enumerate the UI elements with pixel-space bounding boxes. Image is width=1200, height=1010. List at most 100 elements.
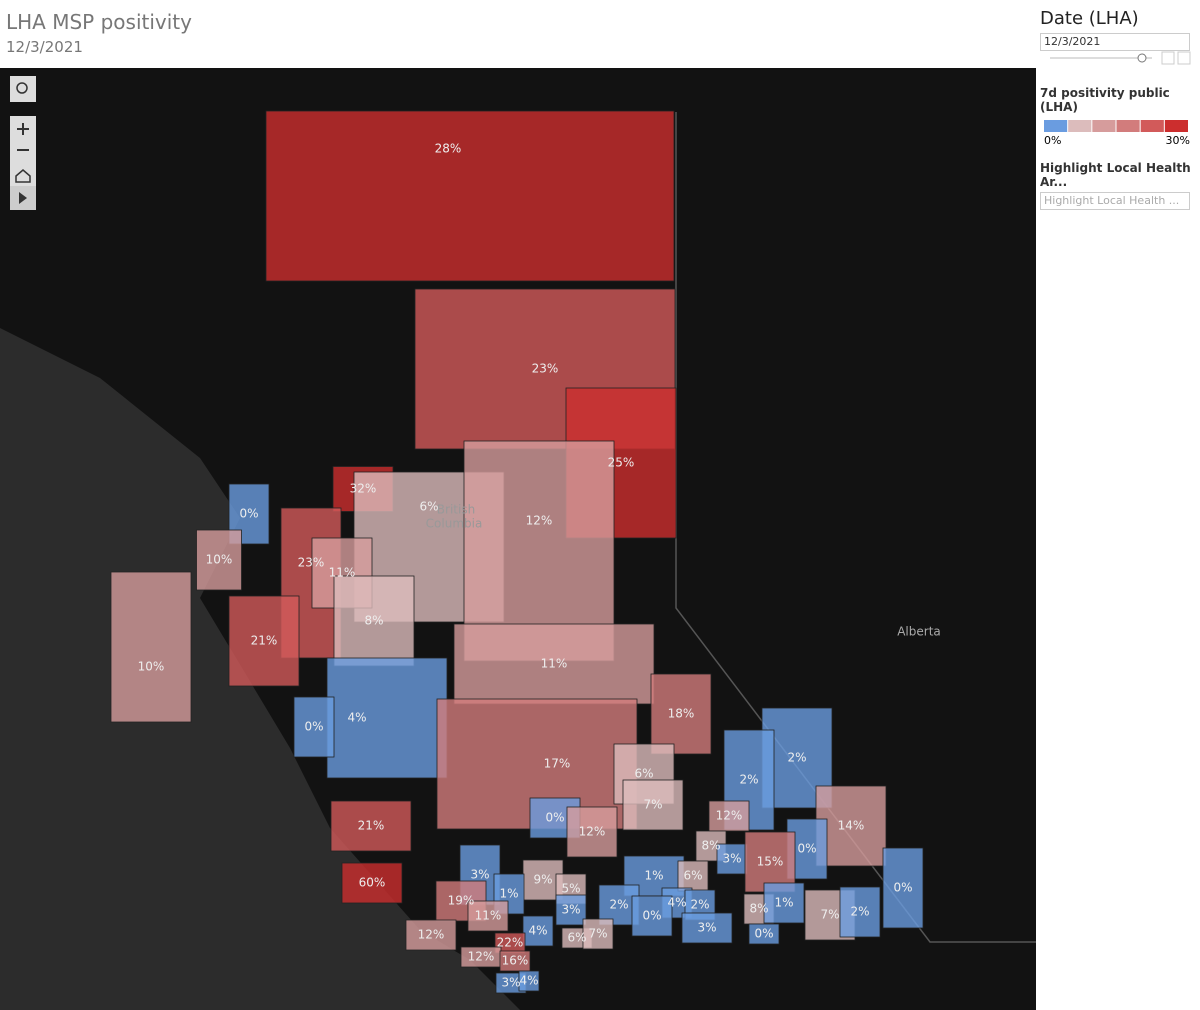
region-label: 10%: [206, 553, 233, 567]
region[interactable]: [518, 970, 540, 992]
region-label: 0%: [545, 811, 564, 825]
region[interactable]: [499, 950, 531, 972]
search-button[interactable]: [10, 76, 36, 102]
region[interactable]: [196, 529, 242, 591]
region-label: 11%: [475, 909, 502, 923]
region-label: 11%: [329, 566, 356, 580]
region-label: 3%: [501, 976, 520, 990]
region-label: 6%: [419, 500, 438, 514]
region-label: 1%: [644, 869, 663, 883]
region[interactable]: [333, 575, 415, 667]
region[interactable]: [453, 623, 655, 705]
next-button[interactable]: [1177, 51, 1191, 65]
region-label: 25%: [608, 456, 635, 470]
region-label: 0%: [797, 842, 816, 856]
region[interactable]: [631, 895, 673, 937]
region[interactable]: [582, 918, 614, 950]
region[interactable]: [405, 919, 457, 951]
region-label: 21%: [358, 819, 385, 833]
region-label: 6%: [567, 931, 586, 945]
region-label: 4%: [528, 924, 547, 938]
place-label: Alberta: [897, 625, 941, 639]
region-label: 9%: [533, 873, 552, 887]
region-label: 3%: [697, 921, 716, 935]
legend-min: 0%: [1044, 134, 1061, 147]
region-label: 17%: [544, 757, 571, 771]
region-label: 3%: [561, 903, 580, 917]
region-label: 4%: [347, 711, 366, 725]
region-label: 0%: [304, 720, 323, 734]
region[interactable]: [763, 882, 805, 924]
icon: [15, 169, 31, 183]
region[interactable]: [882, 847, 924, 929]
region-label: 12%: [526, 514, 553, 528]
region[interactable]: [650, 673, 712, 755]
region[interactable]: [293, 696, 335, 758]
region-label: 2%: [787, 751, 806, 765]
region-label: 0%: [893, 881, 912, 895]
region[interactable]: [522, 915, 554, 947]
ocean: [0, 328, 520, 1010]
legend: 0% 30%: [1044, 120, 1190, 147]
region-label: 28%: [435, 142, 462, 156]
highlight-title: Highlight Local Health Ar...: [1040, 161, 1191, 189]
place-label: British: [437, 503, 475, 517]
legend-swatch: [1092, 120, 1116, 132]
region-label: 12%: [579, 825, 606, 839]
region[interactable]: [708, 800, 750, 832]
region[interactable]: [744, 831, 796, 893]
region[interactable]: [228, 595, 300, 687]
region-label: 2%: [850, 905, 869, 919]
region-label: 14%: [838, 819, 865, 833]
region-label: 60%: [359, 876, 386, 890]
region-label: 12%: [468, 950, 495, 964]
region-label: 4%: [667, 896, 686, 910]
region-label: 15%: [757, 855, 784, 869]
region-label: 8%: [749, 902, 768, 916]
icon: [16, 82, 28, 94]
map[interactable]: 28%23%25%32%6%12%0%10% 23%11%8%21%10% 11%1…: [0, 68, 1036, 1010]
region[interactable]: [839, 886, 881, 938]
region-label: 6%: [634, 767, 653, 781]
region[interactable]: [622, 779, 684, 831]
prev-button[interactable]: [1161, 51, 1175, 65]
legend-swatch: [1140, 120, 1164, 132]
region-label: 2%: [690, 898, 709, 912]
legend-swatch: [1044, 120, 1068, 132]
region[interactable]: [748, 923, 780, 945]
region[interactable]: [555, 894, 587, 926]
region[interactable]: [110, 571, 192, 723]
region[interactable]: [467, 900, 509, 932]
region[interactable]: [326, 657, 448, 779]
region-label: 0%: [239, 507, 258, 521]
region[interactable]: [566, 806, 618, 858]
date-input[interactable]: 12/3/2021: [1040, 33, 1190, 51]
region[interactable]: [681, 912, 733, 944]
region-label: 7%: [643, 798, 662, 812]
region-label: 1%: [774, 896, 793, 910]
region-label: 7%: [820, 908, 839, 922]
region-label: 10%: [138, 660, 165, 674]
region-label: 7%: [588, 927, 607, 941]
map-controls[interactable]: [10, 76, 36, 210]
date-slider[interactable]: [1040, 51, 1195, 65]
icon: [17, 123, 29, 151]
region-label: 6%: [683, 869, 702, 883]
slider-thumb[interactable]: [1137, 53, 1147, 63]
region-label: 8%: [701, 839, 720, 853]
region-label: 5%: [561, 882, 580, 896]
region-label: 12%: [418, 928, 445, 942]
highlight-input[interactable]: Highlight Local Health ...: [1040, 192, 1190, 210]
region[interactable]: [330, 800, 412, 852]
region-label: 2%: [739, 773, 758, 787]
region-label: 11%: [541, 657, 568, 671]
region[interactable]: [677, 860, 709, 892]
region-label: 0%: [754, 927, 773, 941]
region-label: 12%: [716, 809, 743, 823]
legend-swatch: [1068, 120, 1092, 132]
region[interactable]: [341, 862, 403, 904]
region[interactable]: [265, 110, 675, 282]
region-label: 32%: [350, 482, 377, 496]
legend-swatch: [1164, 120, 1188, 132]
